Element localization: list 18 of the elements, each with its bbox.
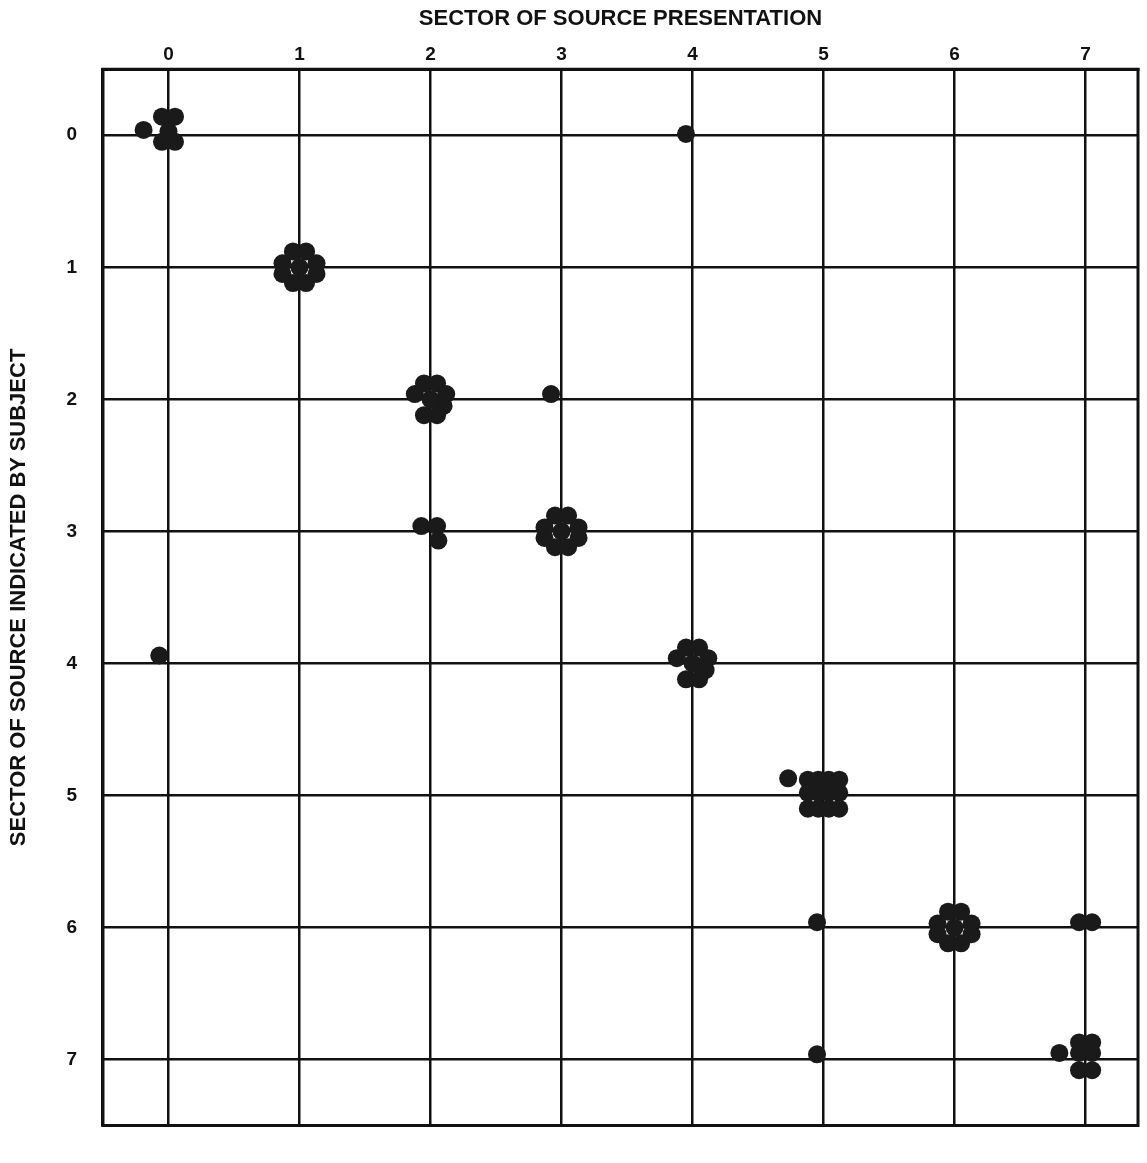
y-tick-label: 7 — [66, 1047, 77, 1069]
y-tick-label: 2 — [66, 387, 77, 409]
y-axis-title: SECTOR OF SOURCE INDICATED BY SUBJECT — [5, 348, 31, 847]
x-tick-label: 7 — [1080, 43, 1091, 65]
x-tick-label: 4 — [687, 43, 699, 65]
x-tick-label: 0 — [163, 43, 174, 65]
x-tick-label: 1 — [294, 43, 306, 65]
x-tick-label: 3 — [556, 43, 567, 65]
x-tick-label: 5 — [818, 43, 830, 65]
x-tick-label: 6 — [949, 43, 960, 65]
y-tick-label: 4 — [66, 651, 78, 673]
y-tick-label: 1 — [66, 255, 78, 277]
y-tick-label: 6 — [66, 915, 77, 937]
y-tick-label: 3 — [66, 519, 77, 541]
x-tick-label: 2 — [425, 43, 436, 65]
x-axis-title: SECTOR OF SOURCE PRESENTATION — [418, 5, 823, 31]
y-tick-label: 0 — [66, 123, 77, 145]
y-tick-label: 5 — [66, 783, 78, 805]
